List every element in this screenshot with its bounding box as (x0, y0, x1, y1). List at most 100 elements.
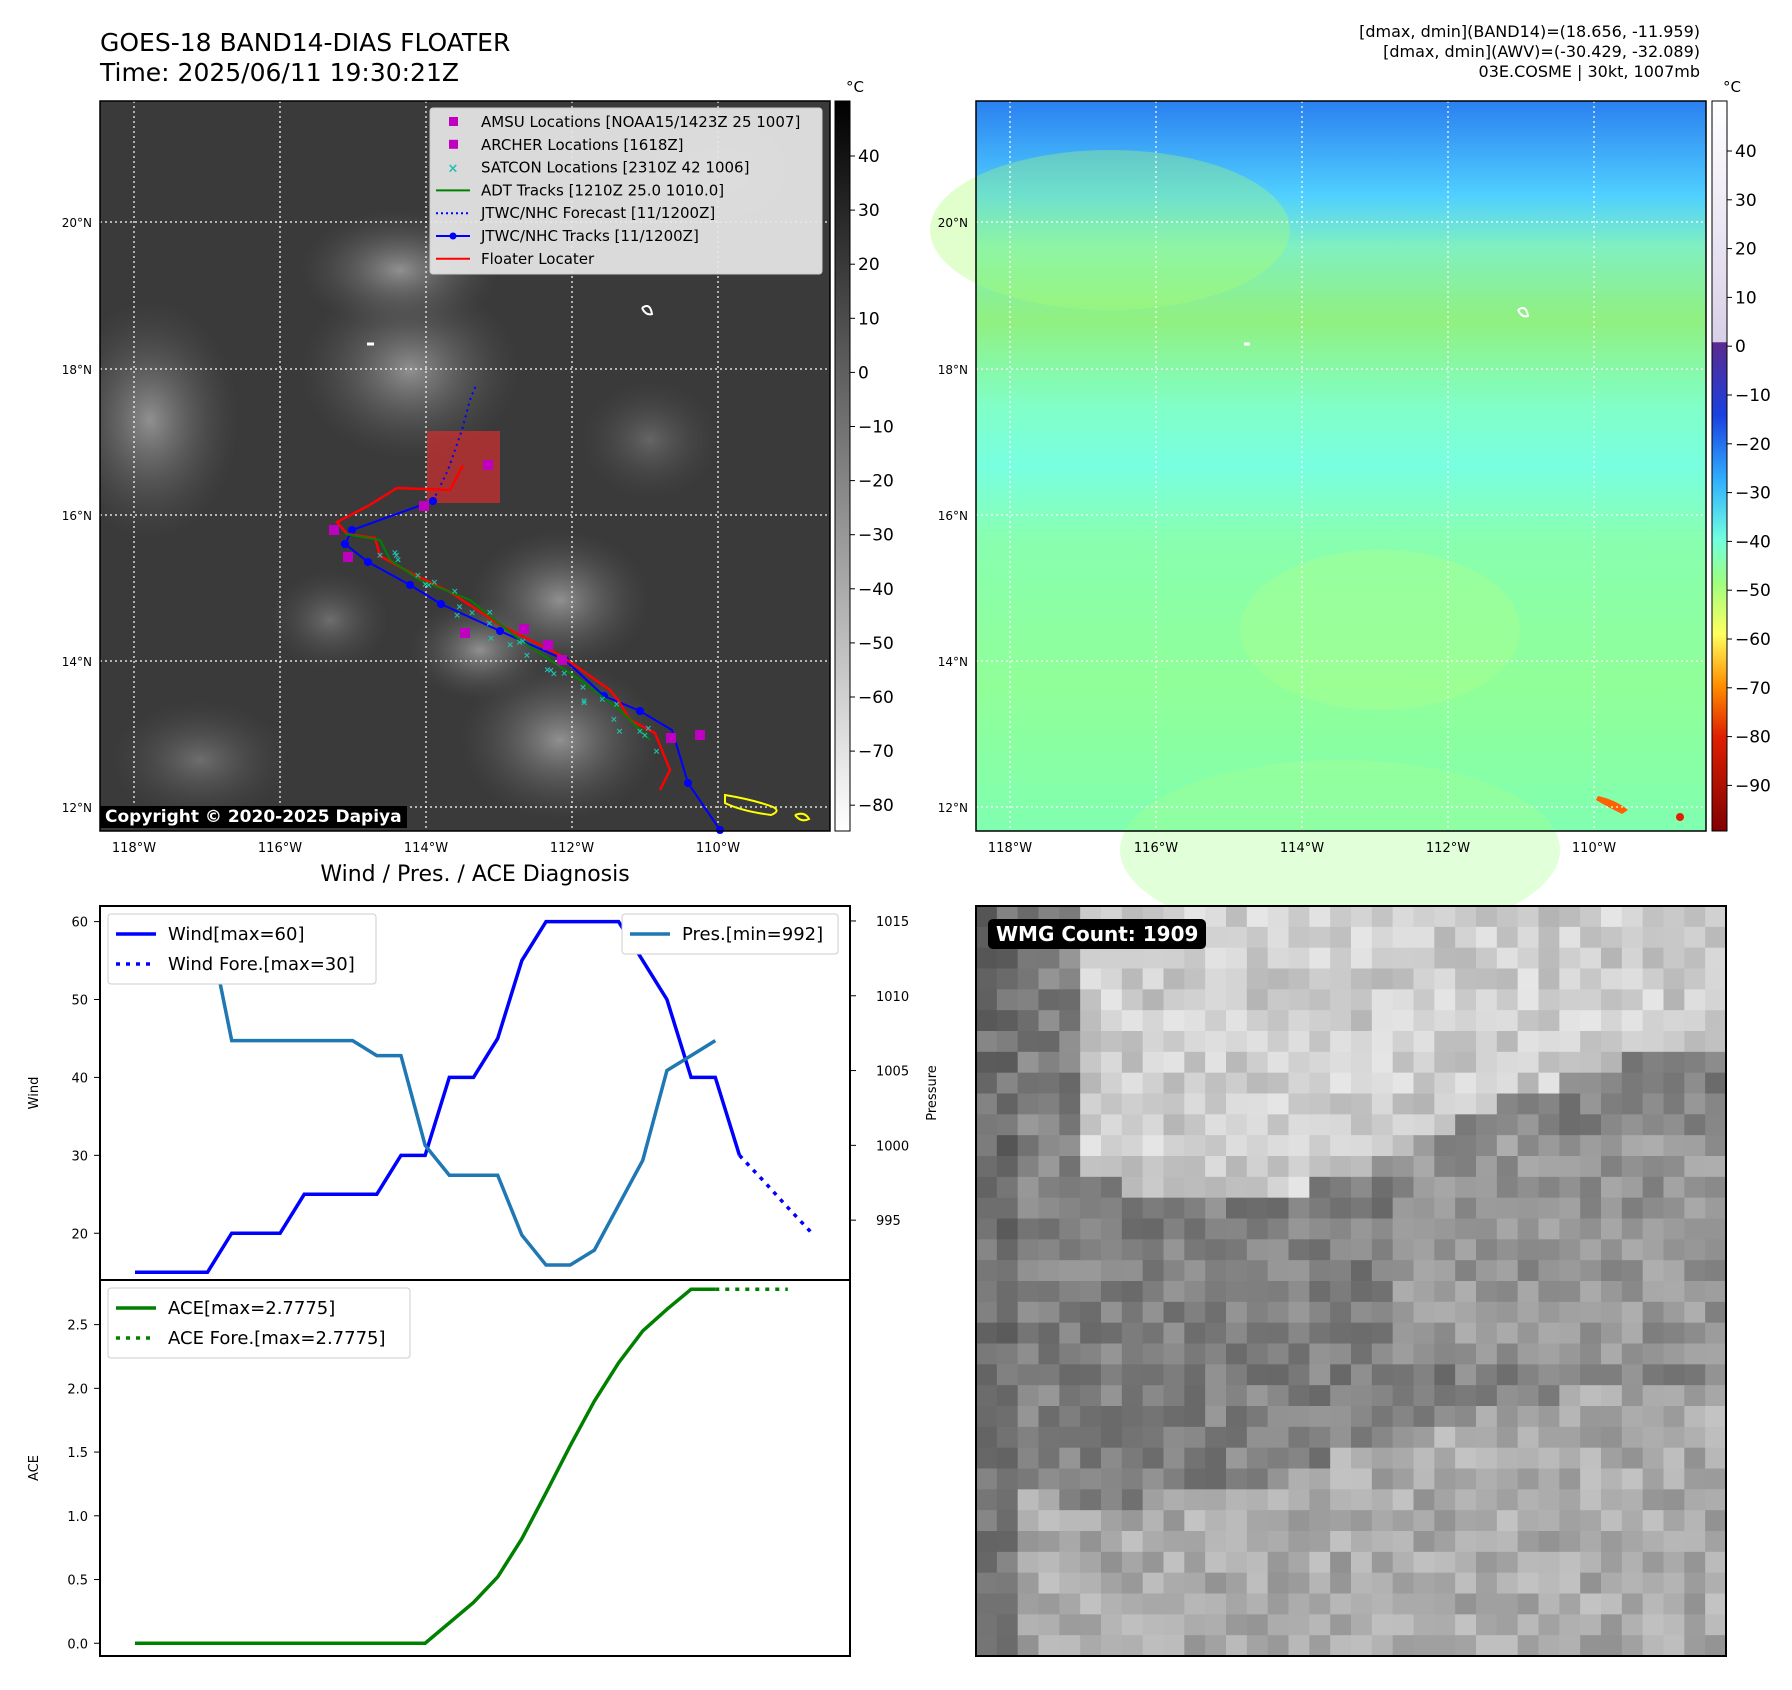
colorbar-tick-label: 40 (1735, 142, 1757, 162)
legend-entry-label: JTWC/NHC Tracks [11/1200Z] (480, 227, 699, 245)
map-axis-labels: 118°W 116°W 114°W 112°W 110°W 20°N 18°N 16°N 14°… (62, 216, 1616, 856)
wv-gridlines (976, 101, 1706, 831)
y-right-tick-label: 1010 (876, 990, 909, 1005)
y-right-tick-label: 1000 (876, 1139, 909, 1154)
svg-text:×: × (422, 580, 430, 590)
chart-legend-label: Pres.[min=992] (682, 924, 823, 945)
lat-tick-label: 18°N (62, 363, 92, 377)
legend-entry-label: JTWC/NHC Forecast [11/1200Z] (480, 204, 715, 222)
colorbar-tick-label: −20 (858, 472, 894, 492)
lat-tick-label: 14°N (62, 655, 92, 669)
chart-title: GOES-18 BAND14-DIAS FLOATER Time: 2025/0… (100, 28, 510, 88)
y-tick-label: 1.0 (67, 1510, 88, 1525)
colorbar-tick-label: −60 (858, 688, 894, 708)
colorbar-tick-label: −80 (858, 796, 894, 816)
title-line-1: GOES-18 BAND14-DIAS FLOATER (100, 28, 511, 57)
lon-tick-label: 112°W (1426, 841, 1470, 856)
svg-text:×: × (486, 619, 494, 629)
y-tick-label: 0.0 (67, 1637, 88, 1652)
lat-tick-label: 20°N (938, 216, 968, 230)
colorbar-tick-label: −70 (858, 742, 894, 762)
series-line (738, 1154, 814, 1235)
svg-text:×: × (391, 548, 399, 558)
colorbar-tick-label: −30 (858, 526, 894, 546)
lat-tick-label: 20°N (62, 216, 92, 230)
wmg-panel (975, 905, 1727, 1657)
svg-text:×: × (644, 724, 652, 734)
y-tick-label: 60 (71, 916, 88, 931)
stats-line-1: [dmax, dmin](BAND14)=(18.656, -11.959) (1359, 22, 1700, 41)
svg-text:×: × (550, 669, 558, 679)
y-axis-label: ACE (27, 1455, 42, 1481)
lat-tick-label: 12°N (938, 801, 968, 815)
svg-text:×: × (599, 695, 607, 705)
colorbar-tick-label: −20 (1735, 435, 1771, 455)
svg-text:×: × (414, 571, 422, 581)
svg-text:×: × (547, 666, 555, 676)
stats-line-2: [dmax, dmin](AWV)=(-30.429, -32.089) (1383, 42, 1700, 61)
lon-tick-label: 112°W (550, 841, 594, 856)
legend-entry-label: Floater Locater (481, 250, 595, 268)
colorbar-tick-label: 30 (1735, 191, 1757, 211)
wv-colorbar-gradient (1711, 100, 1728, 832)
svg-text:×: × (393, 551, 401, 561)
ir-colorbar-unit: °C (846, 78, 864, 96)
legend-entry-label: ARCHER Locations [1618Z] (481, 136, 684, 154)
title-line-2: Time: 2025/06/11 19:30:21Z (100, 58, 459, 87)
stats-line-3: 03E.COSME | 30kt, 1007mb (1478, 62, 1700, 81)
copyright-label: Copyright © 2020-2025 Dapiya (100, 806, 407, 828)
wv-colorbar-unit: °C (1723, 78, 1741, 96)
y-right-tick-label: 995 (876, 1214, 901, 1229)
stats-header: [dmax, dmin](BAND14)=(18.656, -11.959) [… (1100, 22, 1700, 82)
ir-frame (99, 100, 831, 832)
chart-legend-label: ACE Fore.[max=2.7775] (168, 1328, 386, 1349)
svg-text:×: × (451, 587, 459, 597)
colorbar-tick-label: −90 (1735, 776, 1771, 796)
svg-text:×: × (579, 683, 587, 693)
y-tick-label: 50 (71, 994, 88, 1009)
svg-text:×: × (506, 640, 514, 650)
svg-text:×: × (456, 603, 464, 613)
svg-text:×: × (486, 608, 494, 618)
legend-marker (449, 139, 458, 149)
chart-legend-label: Wind[max=60] (168, 924, 305, 945)
svg-text:×: × (613, 700, 621, 710)
diagnosis-title: Wind / Pres. / ACE Diagnosis (320, 862, 630, 887)
y-tick-label: 2.0 (67, 1382, 88, 1397)
svg-text:×: × (610, 715, 618, 725)
svg-text:×: × (641, 731, 649, 741)
lat-tick-label: 12°N (62, 801, 92, 815)
adt-track-line (344, 533, 651, 741)
wmg-pixel-field (976, 906, 1726, 1656)
legend-entry-label: ADT Tracks [1210Z 25.0 1010.0] (481, 181, 724, 199)
chart-legend-label: Wind Fore.[max=30] (168, 954, 355, 975)
ir-colorbar: 40 30 20 10 0 −10 −20 −30 −40 −50 −60 −70 −80 (834, 100, 894, 832)
colorbar-tick-label: −80 (1735, 728, 1771, 748)
satcon-markers: × ×××××× ×××× × ×××× ×××××× ×××× ×××× × ××× (376, 548, 660, 756)
coast-outlines (367, 305, 811, 822)
colorbar-tick-label: 20 (1735, 240, 1757, 260)
colorbar-tick-label: 10 (1735, 288, 1757, 308)
ir-colorbar-gradient (834, 100, 851, 832)
colorbar-tick-label: −40 (858, 580, 894, 600)
lon-tick-label: 118°W (988, 841, 1032, 856)
svg-text:×: × (561, 669, 569, 679)
colorbar-tick-label: 0 (1735, 337, 1746, 357)
colorbar-tick-label: −50 (858, 634, 894, 654)
y-tick-label: 30 (71, 1149, 88, 1164)
ace-chart: 0.0 0.5 1.0 1.5 2.0 2.5 ACE ACE[max=2.7775] ACE … (27, 1279, 851, 1657)
colorbar-tick-label: 20 (858, 255, 880, 275)
legend-marker: × (448, 162, 459, 177)
lon-tick-label: 110°W (1572, 841, 1616, 856)
y-tick-label: 1.5 (67, 1446, 88, 1461)
legend-entry-label: SATCON Locations [2310Z 42 1006] (481, 159, 749, 177)
lat-tick-label: 18°N (938, 363, 968, 377)
svg-text:×: × (431, 578, 439, 588)
colorbar-tick-label: 10 (858, 309, 880, 329)
colorbar-tick-label: −70 (1735, 679, 1771, 699)
wmg-frame (975, 905, 1727, 1657)
y-tick-label: 20 (71, 1227, 88, 1242)
colorbar-tick-label: 40 (858, 147, 880, 167)
lon-tick-label: 114°W (404, 841, 448, 856)
colorbar-tick-label: 0 (858, 363, 869, 383)
